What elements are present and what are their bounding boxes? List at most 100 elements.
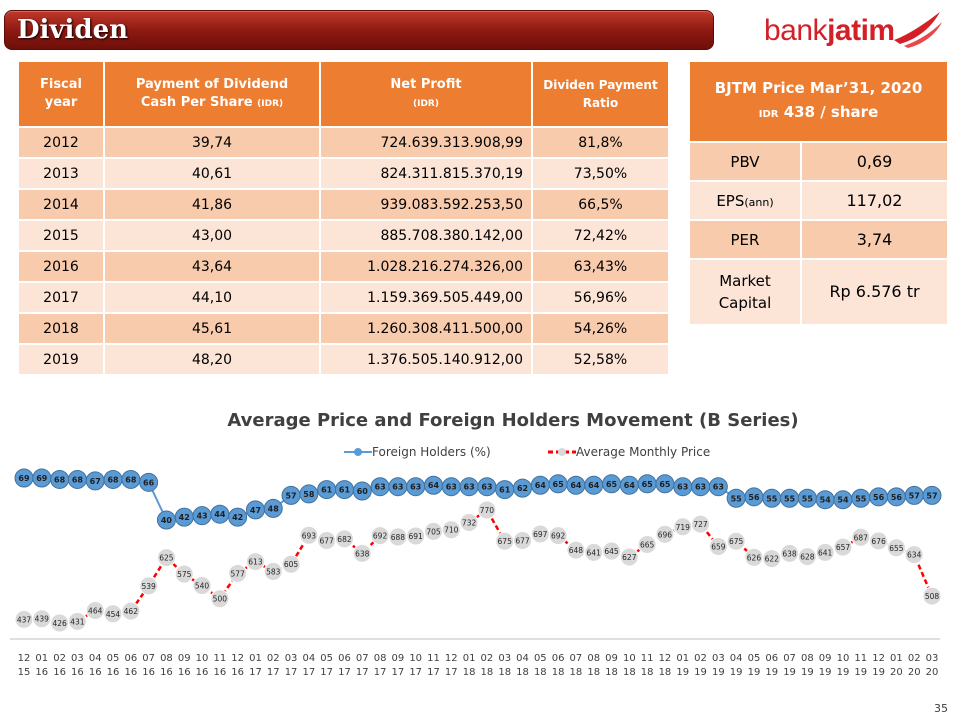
price-point (281, 554, 301, 574)
x-tick-label: 03 17 (285, 653, 298, 678)
x-tick-label: 06 18 (552, 653, 565, 678)
price-data-label: 710 (444, 526, 459, 535)
price-data-label: 431 (70, 617, 85, 626)
x-tick-label: 12 19 (872, 653, 885, 678)
header-payment-dividend: Payment of Dividend Cash Per Share (IDR) (103, 60, 321, 128)
x-tick-label: 04 16 (89, 653, 102, 678)
price-point (406, 526, 426, 546)
price-data-label: 575 (177, 570, 192, 579)
price-point (513, 531, 533, 551)
foreign-holders-data-label: 55 (802, 494, 814, 503)
price-point (441, 520, 461, 540)
price-point (602, 541, 622, 561)
price-point (851, 527, 871, 547)
foreign-holders-data-label: 64 (570, 481, 582, 490)
foreign-holders-data-label: 65 (659, 480, 671, 489)
foreign-holders-data-label: 63 (677, 483, 688, 492)
x-tick-label: 12 16 (231, 653, 244, 678)
price-point (228, 563, 248, 583)
x-tick-label: 09 16 (178, 653, 191, 678)
price-data-label: 454 (106, 610, 121, 619)
price-data-label: 500 (213, 595, 228, 604)
x-tick-label: 08 19 (801, 653, 814, 678)
foreign-holders-data-label: 65 (642, 480, 654, 489)
header-fiscal-year: Fiscal year (17, 60, 105, 128)
foreign-holders-data-label: 61 (339, 486, 351, 495)
foreign-holders-data-label: 64 (428, 481, 440, 490)
foreign-holders-data-label: 68 (72, 475, 84, 484)
x-tick-label: 03 20 (926, 653, 939, 678)
price-data-label: 691 (409, 532, 424, 541)
x-tick-label: 05 17 (320, 653, 333, 678)
price-point (869, 531, 889, 551)
foreign-holders-data-label: 63 (481, 483, 492, 492)
x-tick-label: 06 17 (338, 653, 351, 678)
foreign-holders-data-label: 66 (143, 478, 155, 487)
foreign-holders-point (228, 507, 248, 527)
price-point (352, 543, 372, 563)
foreign-holders-data-label: 69 (36, 474, 48, 483)
x-tick-label: 08 18 (587, 653, 600, 678)
price-point (762, 549, 782, 569)
price-data-label: 626 (747, 553, 762, 562)
price-point (708, 536, 728, 556)
foreign-holders-data-label: 54 (820, 496, 832, 505)
foreign-holders-data-label: 68 (54, 475, 66, 484)
logo-text-bank: bank (764, 14, 828, 47)
foreign-holders-data-label: 63 (392, 483, 403, 492)
foreign-holders-data-label: 56 (873, 493, 885, 502)
price-point (334, 529, 354, 549)
price-data-label: 682 (337, 535, 352, 544)
foreign-holders-data-label: 48 (268, 504, 280, 513)
foreign-holders-data-label: 47 (250, 506, 261, 515)
price-data-label: 540 (195, 582, 210, 591)
x-tick-label: 11 16 (213, 653, 226, 678)
price-point (477, 500, 497, 520)
price-data-label: 692 (551, 532, 566, 541)
price-data-label: 462 (124, 607, 139, 616)
price-point (121, 601, 141, 621)
foreign-holders-data-label: 57 (285, 491, 296, 500)
price-row-market-cap: Market Capital Rp 6.576 tr (688, 258, 949, 326)
foreign-holders-point (263, 498, 283, 518)
x-tick-label: 05 19 (748, 653, 761, 678)
dividend-table: Fiscal year Payment of Dividend Cash Per S… (17, 60, 670, 376)
price-data-label: 677 (515, 537, 530, 546)
x-tick-label: 10 16 (196, 653, 209, 678)
foreign-holders-data-label: 61 (321, 486, 333, 495)
price-data-label: 605 (284, 560, 299, 569)
price-point (637, 534, 657, 554)
foreign-holders-data-label: 64 (535, 481, 547, 490)
price-row-pbv: PBV 0,69 (688, 141, 949, 182)
price-data-label: 464 (88, 607, 103, 616)
table-row: 2015 43,00 885.708.380.142,00 72,42% (17, 219, 670, 252)
x-tick-label: 10 19 (837, 653, 850, 678)
x-tick-label: 05 16 (107, 653, 120, 678)
price-data-label: 675 (729, 537, 744, 546)
price-data-label: 508 (925, 592, 940, 601)
price-point (299, 525, 319, 545)
x-tick-label: 03 19 (712, 653, 725, 678)
price-data-label: 638 (355, 549, 370, 558)
foreign-holders-data-label: 57 (926, 491, 937, 500)
x-tick-label: 02 16 (53, 653, 66, 678)
foreign-holders-data-label: 69 (18, 474, 30, 483)
x-tick-label: 11 17 (427, 653, 440, 678)
price-data-label: 705 (426, 527, 441, 536)
price-data-label: 648 (569, 546, 584, 555)
price-data-label: 628 (800, 553, 815, 562)
price-data-label: 675 (498, 537, 513, 546)
logo-swoosh-icon (894, 12, 942, 48)
price-point (726, 531, 746, 551)
table-row: 2016 43,64 1.028.216.274.326,00 63,43% (17, 250, 670, 283)
header-net-profit: Net Profit (IDR) (319, 60, 533, 128)
foreign-holders-data-label: 65 (553, 480, 565, 489)
legend-line-blue-icon (344, 448, 372, 456)
price-data-label: 539 (141, 582, 156, 591)
x-tick-label: 02 20 (908, 653, 921, 678)
foreign-holders-data-label: 40 (161, 516, 173, 525)
price-point (815, 542, 835, 562)
foreign-holders-point (352, 481, 372, 501)
x-tick-label: 07 19 (783, 653, 796, 678)
